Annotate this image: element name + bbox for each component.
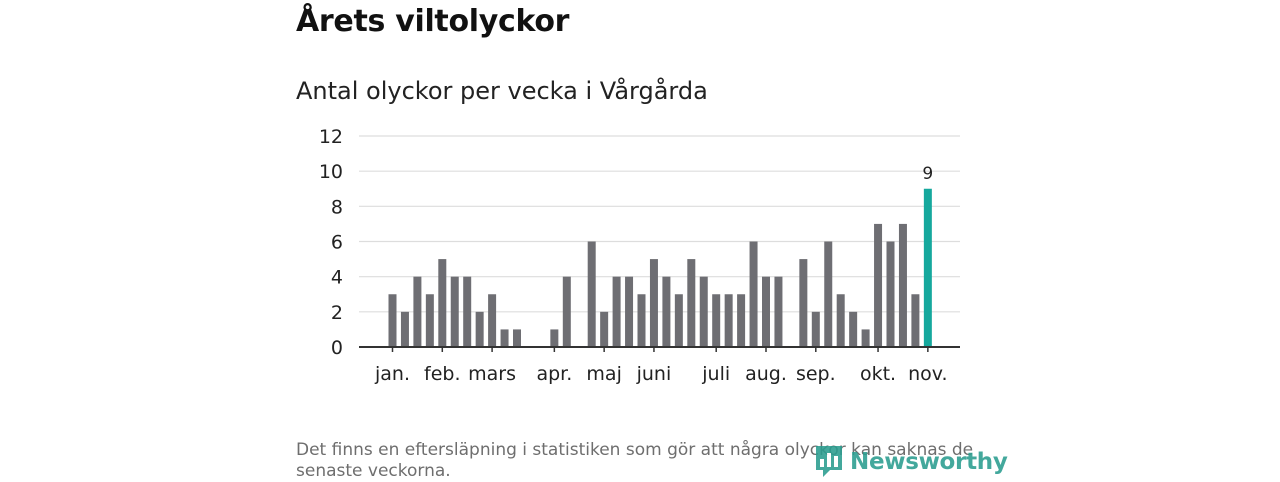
chart-subtitle: Antal olyckor per vecka i Vårgårda <box>296 77 708 105</box>
x-tick-label: aug. <box>745 363 787 385</box>
bar <box>425 294 434 347</box>
bar <box>612 276 621 347</box>
bar <box>625 276 634 347</box>
bar <box>774 276 783 347</box>
bar <box>737 294 746 347</box>
x-tick-label: okt. <box>860 363 896 385</box>
y-tick-label: 4 <box>331 267 343 289</box>
y-tick-label: 10 <box>319 161 343 183</box>
bar <box>662 276 671 347</box>
bar <box>861 329 870 347</box>
bar <box>749 241 758 347</box>
bar <box>388 294 397 347</box>
x-tick-label: nov. <box>908 363 947 385</box>
bar <box>687 259 696 347</box>
x-tick-label: maj <box>586 363 621 385</box>
bar <box>587 241 596 347</box>
bar <box>637 294 646 347</box>
newsworthy-logo: Newsworthy <box>814 444 1008 480</box>
bar <box>699 276 708 347</box>
bar <box>849 311 858 347</box>
bar <box>550 329 559 347</box>
chart-title: Årets viltolyckor <box>296 4 570 39</box>
bar <box>562 276 571 347</box>
y-tick-label: 0 <box>331 337 343 359</box>
bar <box>438 259 447 347</box>
bar <box>762 276 770 347</box>
x-tick-label: mars <box>468 363 516 385</box>
bar <box>463 276 472 347</box>
newsworthy-logo-icon <box>816 446 842 477</box>
x-tick-label: sep. <box>796 363 836 385</box>
bar <box>712 294 721 347</box>
bar <box>649 259 658 347</box>
bar <box>724 294 733 347</box>
bar <box>413 276 422 347</box>
bar <box>799 259 808 347</box>
x-tick-label: juni <box>636 363 672 385</box>
bar <box>513 329 521 347</box>
bar <box>475 311 484 347</box>
bar <box>886 241 895 347</box>
x-tick-label: feb. <box>424 363 460 385</box>
bar <box>600 311 609 347</box>
data-label: 9 <box>922 164 933 184</box>
bar <box>824 241 833 347</box>
bar <box>911 294 920 347</box>
y-tick-label: 6 <box>331 232 343 254</box>
bar <box>874 223 883 347</box>
y-tick-label: 2 <box>331 302 343 324</box>
bar <box>836 294 845 347</box>
footnote: Det finns en eftersläpning i statistiken… <box>296 440 974 481</box>
bar-chart: 0 2 4 6 8 10 12 9 jan. feb. mars apr. maj juni juli aug… <box>319 126 960 385</box>
y-tick-label: 12 <box>319 126 343 148</box>
bar <box>898 223 907 347</box>
bar <box>811 311 820 347</box>
bar <box>488 294 497 347</box>
x-tick-label: juli <box>701 363 730 385</box>
y-tick-label: 8 <box>331 196 343 218</box>
bar <box>500 329 509 347</box>
bar <box>400 311 409 347</box>
logo-text: Newsworthy <box>850 449 1008 475</box>
x-tick-label: jan. <box>374 363 410 385</box>
bar <box>674 294 683 347</box>
x-tick-label: apr. <box>536 363 572 385</box>
bar-highlight <box>923 188 932 347</box>
bar <box>450 276 459 347</box>
